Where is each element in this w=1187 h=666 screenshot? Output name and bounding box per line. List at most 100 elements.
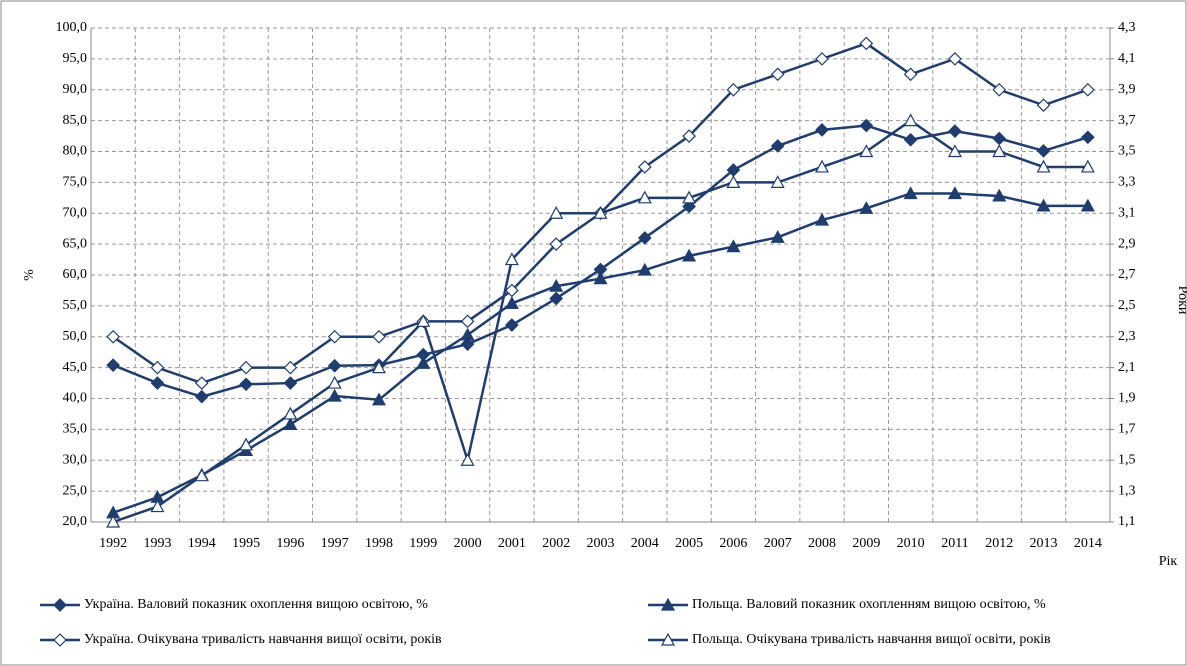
point — [239, 360, 253, 375]
x-tick-label: 2001 — [498, 536, 526, 551]
x-tick-label: 2013 — [1030, 536, 1058, 551]
point — [682, 129, 696, 143]
point — [948, 52, 962, 66]
point — [1036, 198, 1051, 212]
x-tick-label: 2002 — [542, 536, 570, 551]
legend-marker — [660, 632, 676, 646]
point — [593, 205, 608, 219]
point — [504, 296, 519, 310]
legend-marker — [53, 633, 67, 647]
point — [637, 190, 652, 204]
point — [106, 514, 121, 528]
x-tick-label: 2000 — [454, 536, 482, 551]
point — [815, 212, 830, 226]
x-tick-label: 2005 — [675, 536, 703, 551]
x-tick-label: 2012 — [985, 536, 1013, 551]
point — [682, 199, 696, 214]
point — [992, 144, 1007, 158]
y2-tick-label: 1,7 — [1118, 422, 1136, 437]
x-tick-label: 2008 — [808, 536, 836, 551]
y-tick-label: 50,0 — [63, 329, 88, 344]
y-tick-label: 85,0 — [63, 113, 88, 128]
point — [992, 82, 1007, 97]
legend-label: Україна. Валовий показник охоплення вищо… — [84, 597, 428, 612]
point — [327, 375, 342, 389]
y2-tick-label: 1,3 — [1118, 483, 1136, 498]
y-tick-label: 40,0 — [63, 391, 88, 406]
y2-tick-label: 2,5 — [1118, 298, 1136, 313]
point — [371, 392, 386, 406]
y-tick-label: 95,0 — [63, 51, 88, 66]
point — [726, 239, 741, 253]
point — [770, 175, 785, 188]
point — [947, 144, 962, 158]
y-tick-label: 90,0 — [63, 82, 88, 97]
x-tick-label: 2004 — [631, 536, 659, 551]
point — [327, 388, 342, 402]
point — [505, 318, 519, 332]
y2-tick-label: 2,9 — [1118, 236, 1136, 251]
y2-tick-label: 2,3 — [1118, 329, 1136, 344]
legend-label: Польща. Валовий показник охопленням вищо… — [692, 597, 1046, 612]
y-tick-label: 70,0 — [63, 205, 88, 220]
point — [283, 406, 298, 420]
point — [682, 190, 697, 204]
x-tick-label: 1993 — [143, 536, 171, 551]
point — [327, 329, 342, 344]
point — [770, 230, 785, 243]
x-tick-label: 2009 — [852, 536, 880, 551]
point — [194, 389, 209, 404]
point — [460, 327, 475, 341]
point — [815, 159, 830, 173]
y-tick-label: 75,0 — [63, 175, 88, 190]
point — [815, 123, 829, 137]
y2-tick-label: 4,3 — [1118, 20, 1136, 35]
point — [194, 468, 209, 482]
y-axis-label: % — [22, 269, 37, 281]
y2-tick-label: 3,1 — [1118, 205, 1136, 220]
point — [859, 36, 874, 51]
point — [682, 248, 697, 262]
point — [1036, 98, 1051, 113]
point — [903, 67, 918, 82]
point — [903, 186, 918, 200]
point — [593, 271, 608, 285]
x-tick-label: 1997 — [321, 536, 349, 551]
point — [327, 358, 342, 373]
point — [416, 314, 431, 327]
point — [283, 417, 298, 431]
x-tick-label: 1996 — [276, 536, 304, 551]
x-tick-label: 2003 — [587, 536, 615, 551]
point — [150, 499, 165, 513]
y2-tick-label: 1,1 — [1118, 514, 1136, 529]
point — [859, 201, 874, 214]
point — [504, 252, 519, 266]
y2-tick-label: 3,5 — [1118, 144, 1136, 159]
y2-axis-label: Роки — [1175, 286, 1187, 315]
y-tick-label: 55,0 — [63, 298, 88, 313]
point — [150, 360, 165, 375]
legend-marker — [660, 597, 676, 611]
point — [106, 329, 121, 344]
x-tick-label: 2014 — [1074, 536, 1102, 551]
y-tick-label: 65,0 — [63, 236, 88, 251]
point — [1080, 159, 1095, 173]
x-axis-label: Рік — [1159, 554, 1178, 569]
point — [106, 358, 121, 373]
point — [194, 376, 209, 390]
x-tick-label: 2006 — [719, 536, 747, 551]
point — [1080, 198, 1095, 212]
point — [770, 67, 785, 82]
y2-tick-label: 1,5 — [1118, 452, 1136, 467]
point — [549, 205, 564, 219]
y-tick-label: 20,0 — [63, 514, 88, 529]
point — [637, 231, 652, 245]
point — [416, 356, 431, 369]
point — [371, 360, 386, 374]
x-tick-label: 2011 — [941, 536, 968, 551]
point — [637, 262, 652, 276]
point — [239, 437, 254, 451]
point — [505, 283, 519, 298]
point — [948, 124, 962, 138]
